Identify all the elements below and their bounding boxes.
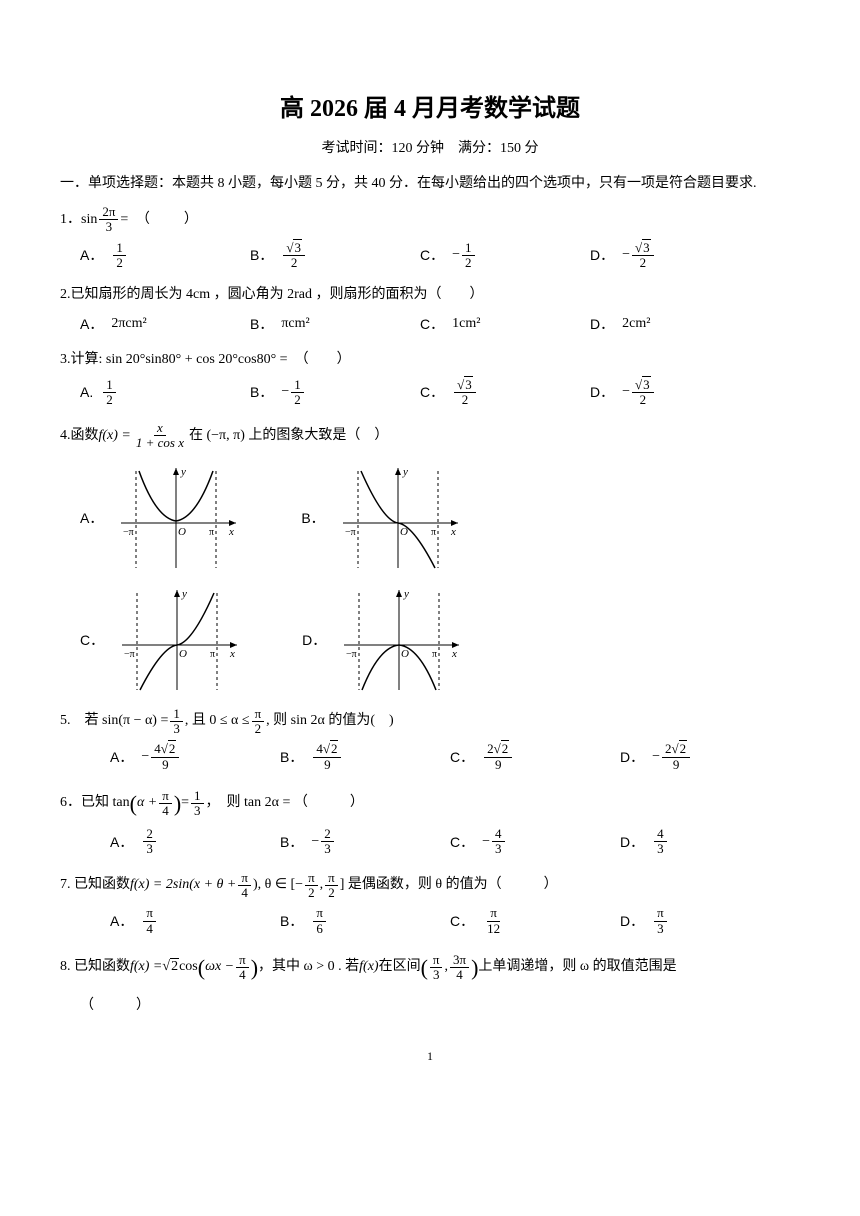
q6-option-b: B． − 23 [280, 827, 450, 857]
svg-text:y: y [180, 466, 186, 478]
question-2: 2.已知扇形的周长为 4cm ，圆心角为 2rad ，则扇形的面积为（ ） [60, 284, 800, 306]
question-5: 5. 若 sin(π − α) = 13 , 且 0 ≤ α ≤ π2 , 则 … [60, 707, 800, 737]
q1-options: A． 12 B． 32 C． − 12 D． − 32 [60, 241, 800, 271]
svg-text:π: π [431, 527, 436, 538]
q5-option-b: B． 429 [280, 742, 450, 772]
q3-option-d: D． − 32 [590, 378, 760, 408]
q5-option-a: A． − 429 [110, 742, 280, 772]
question-1: 1． sin 2π 3 = （ ） [60, 205, 800, 235]
graph-a-svg: O x y −π π [111, 463, 241, 573]
q5-options: A． − 429 B． 429 C． 229 D． − 229 [60, 742, 800, 772]
question-8: 8. 已知函数 f(x) = 2 cos ( ωx − π4 ) ，其中 ω >… [60, 950, 800, 985]
svg-text:x: x [229, 648, 235, 660]
page-title: 高 2026 届 4 月月考数学试题 [60, 90, 800, 128]
q1-sin: sin [81, 209, 97, 231]
q7-option-b: B． π6 [280, 906, 450, 936]
q8-tail: （ ） [60, 995, 800, 1017]
q4-frac: x 1 + cos x [133, 421, 187, 451]
svg-text:O: O [178, 526, 186, 538]
q1-option-b: B． 32 [250, 241, 420, 271]
svg-text:x: x [228, 526, 234, 538]
svg-text:−π: −π [123, 527, 134, 538]
q4-graphs-row1: A． O x y −ππ B． O x y −ππ [80, 463, 800, 573]
q2-options: A．2πcm² B．πcm² C．1cm² D．2cm² [60, 313, 800, 335]
q7-option-a: A． π4 [110, 906, 280, 936]
graph-b-svg: O x y −π π [333, 463, 463, 573]
svg-text:y: y [402, 466, 408, 478]
exam-info: 考试时间：120 分钟 满分：150 分 [60, 138, 800, 160]
svg-text:π: π [210, 649, 215, 660]
q3-option-a: A. 12 [80, 378, 250, 408]
q6-option-d: D． 43 [620, 827, 790, 857]
question-7: 7. 已知函数 f(x) = 2sin(x + θ + π4 ), θ ∈ [−… [60, 871, 800, 901]
svg-text:y: y [181, 588, 187, 600]
q5-option-d: D． − 229 [620, 742, 790, 772]
q1-option-c: C． − 12 [420, 241, 590, 271]
q1-suffix: = （ ） [120, 209, 199, 231]
q6-option-a: A． 23 [110, 827, 280, 857]
q3-option-b: B． − 12 [250, 378, 420, 408]
svg-text:O: O [179, 648, 187, 660]
q3-options: A. 12 B． − 12 C． 32 D． − 32 [60, 378, 800, 408]
question-3: 3.计算: sin 20°sin80° + cos 20°cos80° = （ … [60, 349, 800, 371]
q1-option-a: A． 12 [80, 241, 250, 271]
q7-option-d: D． π3 [620, 906, 790, 936]
svg-text:O: O [401, 648, 409, 660]
q1-frac: 2π 3 [99, 205, 118, 235]
svg-text:x: x [451, 648, 457, 660]
q7-options: A． π4 B． π6 C． π12 D． π3 [60, 906, 800, 936]
svg-text:x: x [450, 526, 456, 538]
graph-d-svg: O x y −π π [334, 585, 464, 695]
q2-option-a: A．2πcm² [80, 313, 250, 335]
page-number: 1 [60, 1047, 800, 1066]
q2-option-b: B．πcm² [250, 313, 420, 335]
q7-option-c: C． π12 [450, 906, 620, 936]
q4-graphs-row2: C． O x y −ππ D． O x y −ππ [80, 585, 800, 695]
svg-text:y: y [403, 588, 409, 600]
q5-option-c: C． 229 [450, 742, 620, 772]
svg-text:O: O [400, 526, 408, 538]
q6-option-c: C． − 43 [450, 827, 620, 857]
question-4: 4.函数 f(x) = x 1 + cos x 在 (−π, π) 上的图象大致… [60, 421, 800, 451]
question-6: 6．已知 tan ( α + π4 ) = 13 ， 则 tan 2α = （ … [60, 786, 800, 821]
q1-option-d: D． − 32 [590, 241, 760, 271]
q3-option-c: C． 32 [420, 378, 590, 408]
q4-graph-d: D． O x y −ππ [302, 585, 464, 695]
q1-num: 1． [60, 209, 81, 231]
svg-text:π: π [432, 649, 437, 660]
svg-text:−π: −π [124, 649, 135, 660]
svg-text:−π: −π [345, 527, 356, 538]
q2-option-d: D．2cm² [590, 313, 760, 335]
svg-text:π: π [209, 527, 214, 538]
graph-c-svg: O x y −π π [112, 585, 242, 695]
section-1-header: 一．单项选择题：本题共 8 小题，每小题 5 分，共 40 分．在每小题给出的四… [60, 173, 800, 195]
q4-graph-c: C． O x y −ππ [80, 585, 242, 695]
q6-options: A． 23 B． − 23 C． − 43 D． 43 [60, 827, 800, 857]
svg-text:−π: −π [346, 649, 357, 660]
q4-graph-b: B． O x y −ππ [301, 463, 462, 573]
q4-graph-a: A． O x y −ππ [80, 463, 241, 573]
q2-option-c: C．1cm² [420, 313, 590, 335]
